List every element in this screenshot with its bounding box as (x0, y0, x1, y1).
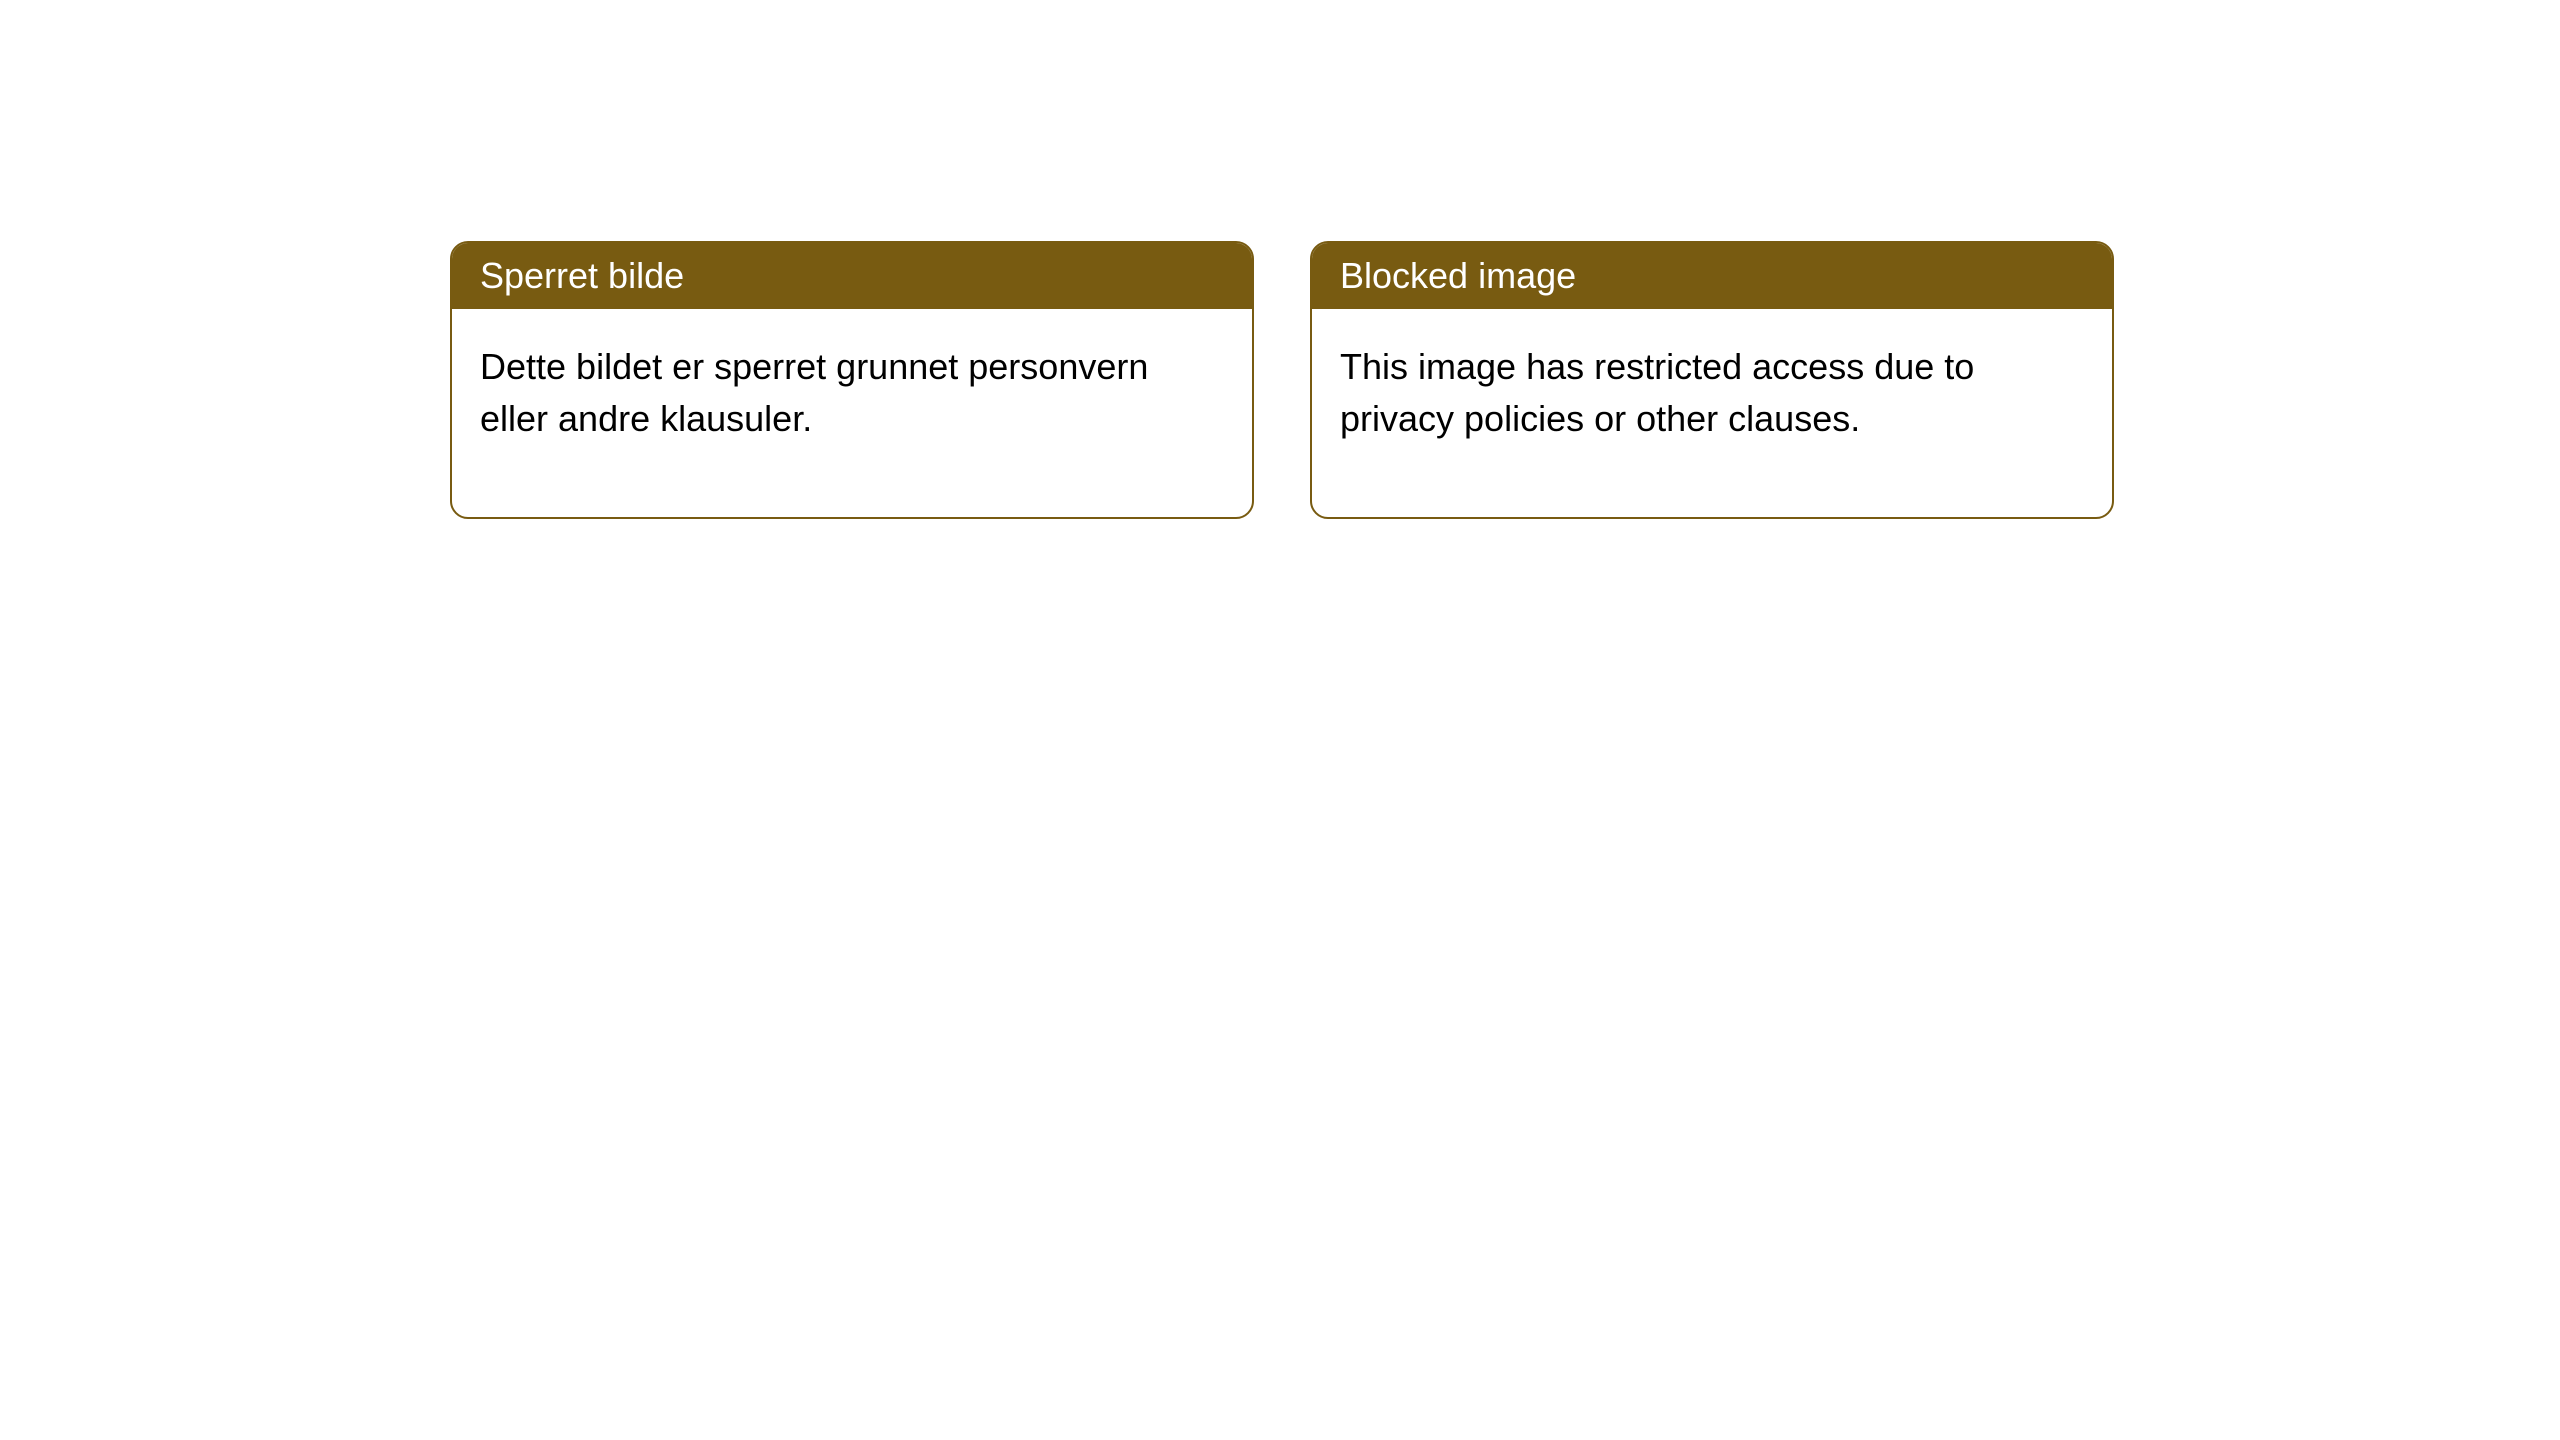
notice-message: Dette bildet er sperret grunnet personve… (480, 346, 1148, 439)
notice-header: Sperret bilde (452, 243, 1252, 309)
notice-body: Dette bildet er sperret grunnet personve… (452, 309, 1252, 517)
notice-container: Sperret bilde Dette bildet er sperret gr… (0, 0, 2560, 519)
notice-header: Blocked image (1312, 243, 2112, 309)
notice-message: This image has restricted access due to … (1340, 346, 1974, 439)
notice-card-norwegian: Sperret bilde Dette bildet er sperret gr… (450, 241, 1254, 519)
notice-body: This image has restricted access due to … (1312, 309, 2112, 517)
notice-title: Sperret bilde (480, 255, 684, 296)
notice-card-english: Blocked image This image has restricted … (1310, 241, 2114, 519)
notice-title: Blocked image (1340, 255, 1576, 296)
